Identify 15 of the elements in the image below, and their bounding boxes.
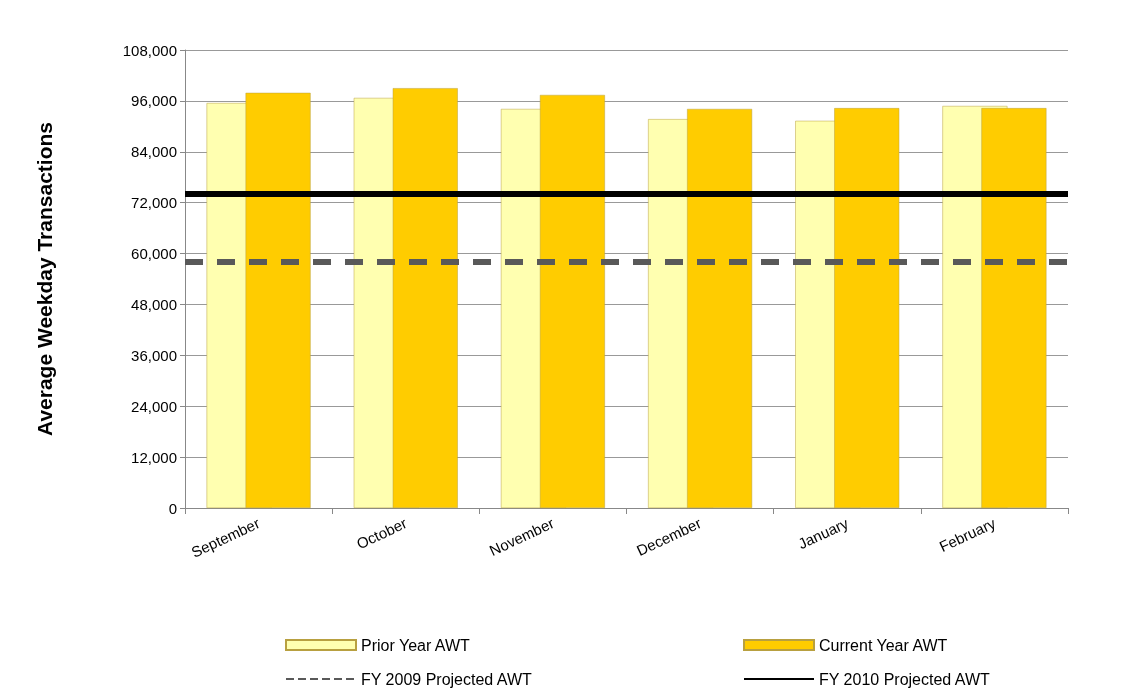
y-tick-label: 12,000 [131, 448, 177, 466]
y-tick-label: 96,000 [131, 92, 177, 110]
legend-label: Prior Year AWT [361, 636, 471, 654]
y-tick-label: 0 [168, 499, 177, 517]
legend-label: Current Year AWT [819, 636, 948, 654]
y-tick-label: 36,000 [131, 346, 177, 364]
y-tick-label: 84,000 [131, 143, 177, 161]
legend-label: FY 2010 Projected AWT [819, 670, 990, 688]
y-axis-title: Average Weekday Transactions [33, 122, 56, 436]
y-tick-label: 24,000 [131, 397, 177, 415]
y-tick-label: 48,000 [131, 295, 177, 313]
legend-label: FY 2009 Projected AWT [361, 670, 532, 688]
y-tick-label: 72,000 [131, 194, 177, 212]
y-tick-label: 60,000 [131, 245, 177, 263]
y-tick-label: 108,000 [122, 41, 177, 59]
